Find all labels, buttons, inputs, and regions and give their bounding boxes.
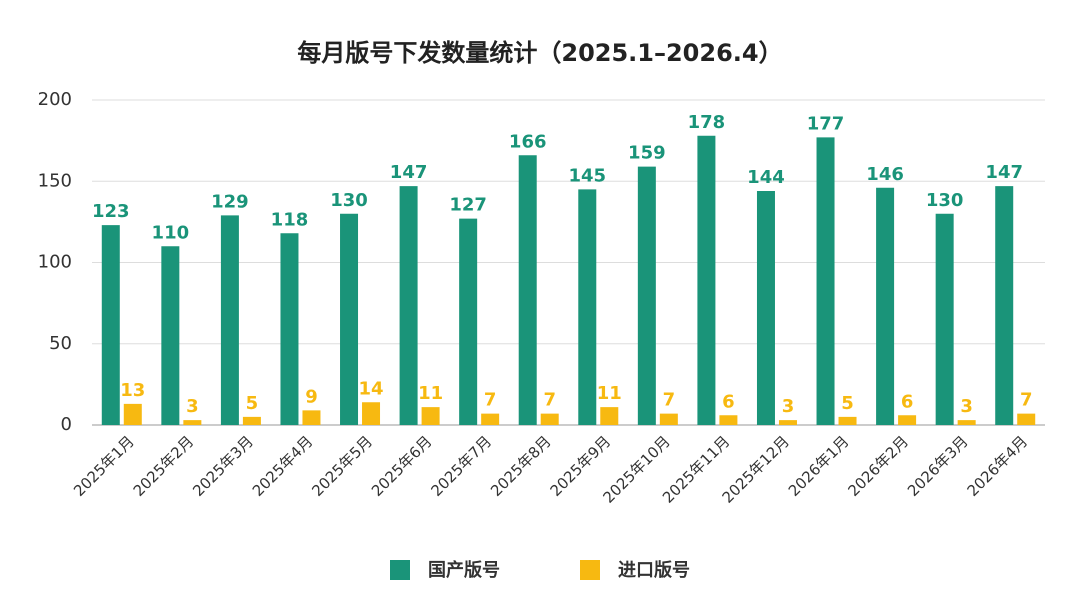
bar (719, 415, 738, 425)
y-tick-label: 0 (61, 414, 72, 435)
value-label: 7 (1020, 390, 1033, 411)
value-label: 127 (449, 195, 487, 216)
y-tick-label: 50 (49, 333, 72, 354)
bar (220, 215, 239, 425)
chart-title: 每月版号下发数量统计（2025.1–2026.4） (297, 39, 782, 67)
value-label: 11 (597, 383, 622, 404)
value-label: 7 (663, 390, 676, 411)
value-label: 118 (271, 209, 309, 230)
bar (995, 186, 1014, 425)
value-label: 110 (152, 222, 190, 243)
bar (816, 137, 835, 425)
bar (898, 415, 917, 425)
bar (876, 187, 895, 425)
value-label: 3 (186, 396, 199, 417)
value-label: 3 (960, 396, 973, 417)
bar (459, 218, 478, 425)
y-tick-label: 100 (38, 252, 72, 273)
value-label: 6 (901, 391, 914, 412)
value-label: 130 (926, 190, 964, 211)
legend-swatch (580, 560, 600, 580)
value-label: 147 (985, 162, 1023, 183)
bar (697, 135, 716, 425)
bar (242, 416, 261, 425)
value-label: 14 (359, 378, 384, 399)
bar (578, 189, 597, 425)
bar (183, 420, 202, 425)
value-label: 147 (390, 162, 428, 183)
bar (637, 166, 656, 425)
bar (540, 413, 559, 425)
value-label: 166 (509, 131, 547, 152)
value-label: 13 (120, 380, 145, 401)
y-tick-label: 200 (38, 89, 72, 110)
value-label: 177 (807, 113, 845, 134)
value-label: 123 (92, 201, 130, 222)
value-label: 159 (628, 143, 666, 164)
bar (778, 420, 797, 425)
bar (340, 213, 359, 425)
value-label: 178 (688, 112, 726, 133)
value-label: 5 (841, 393, 854, 414)
bar (481, 413, 500, 425)
bar (123, 403, 142, 425)
bar (302, 410, 321, 425)
legend-label: 进口版号 (618, 559, 690, 581)
value-label: 5 (246, 393, 259, 414)
legend-label: 国产版号 (428, 559, 500, 581)
bar (659, 413, 678, 425)
bar (935, 213, 954, 425)
value-label: 11 (418, 383, 443, 404)
bar (101, 225, 120, 425)
bar (280, 233, 299, 425)
bar (838, 416, 857, 425)
bar (518, 155, 537, 425)
bar (399, 186, 418, 425)
value-label: 129 (211, 191, 249, 212)
value-label: 146 (866, 164, 904, 185)
bar (957, 420, 976, 425)
bar (1017, 413, 1036, 425)
value-label: 6 (722, 391, 735, 412)
bar (421, 407, 440, 425)
value-label: 144 (747, 167, 785, 188)
value-label: 9 (305, 386, 318, 407)
value-label: 130 (330, 190, 368, 211)
bar (362, 402, 381, 425)
value-label: 7 (484, 390, 497, 411)
bar (161, 246, 180, 425)
value-label: 3 (782, 396, 795, 417)
value-label: 145 (568, 165, 606, 186)
y-tick-label: 150 (38, 170, 72, 191)
bar (756, 191, 775, 425)
value-label: 7 (543, 390, 556, 411)
bar (600, 407, 619, 425)
legend-swatch (390, 560, 410, 580)
